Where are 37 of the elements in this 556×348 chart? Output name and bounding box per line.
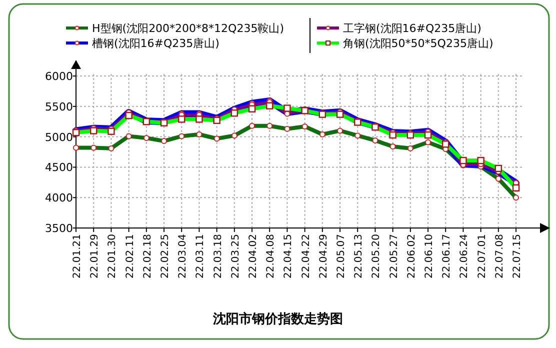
legend-label: 角钢(沈阳50*50*5Q235唐山)	[343, 37, 494, 50]
x-tick-label: 22.07.01	[476, 234, 488, 279]
legend-label: H型钢(沈阳200*200*8*12Q235鞍山)	[92, 22, 284, 35]
legend-label: 工字钢(沈阳16#Q235唐山)	[343, 22, 482, 35]
x-tick-label: 22.07.08	[494, 234, 506, 279]
x-tick-label: 22.03.04	[178, 234, 189, 279]
x-tick-label: 22.04.29	[318, 234, 330, 279]
y-tick-label: 4500	[45, 161, 73, 174]
legend-label: 槽钢(沈阳16#Q235唐山)	[92, 37, 220, 50]
y-tick-label: 5000	[45, 130, 73, 144]
x-tick-label: 22.05.07	[336, 234, 347, 279]
y-tick-label: 4000	[45, 192, 73, 205]
x-tick-label: 22.06.10	[424, 234, 435, 279]
x-tick-label: 22.01.29	[90, 234, 101, 279]
x-tick-label: 22.07.15	[512, 234, 523, 279]
x-tick-label: 22.05.13	[354, 234, 365, 279]
x-tick-label: 22.03.18	[212, 234, 224, 279]
x-tick-label: 22.06.17	[442, 234, 453, 279]
x-tick-label: 22.02.25	[160, 234, 171, 279]
x-tick-label: 22.01.30	[107, 234, 118, 279]
y-tick-label: 6000	[45, 70, 73, 83]
x-tick-label: 22.03.25	[230, 234, 242, 279]
x-tick-label: 22.01.21	[72, 234, 83, 279]
x-tick-label: 22.03.11	[195, 234, 206, 279]
x-tick-label: 22.04.15	[283, 234, 294, 279]
y-tick-label: 5500	[45, 100, 73, 114]
x-tick-label: 22.04.22	[300, 234, 312, 279]
x-tick-label: 22.04.02	[248, 234, 259, 279]
y-tick-label: 3500	[45, 222, 73, 235]
x-tick-label: 22.06.02	[406, 234, 418, 279]
x-tick-label: 22.05.20	[371, 234, 382, 279]
text: 沈阳市钢价指数走势图	[212, 311, 343, 327]
x-tick-label: 22.02.18	[142, 234, 154, 279]
x-tick-label: 22.04.08	[266, 234, 277, 279]
x-tick-label: 22.02.11	[124, 234, 136, 279]
x-tick-label: 22.05.27	[388, 234, 400, 279]
x-tick-label: 22.06.24	[459, 234, 470, 279]
